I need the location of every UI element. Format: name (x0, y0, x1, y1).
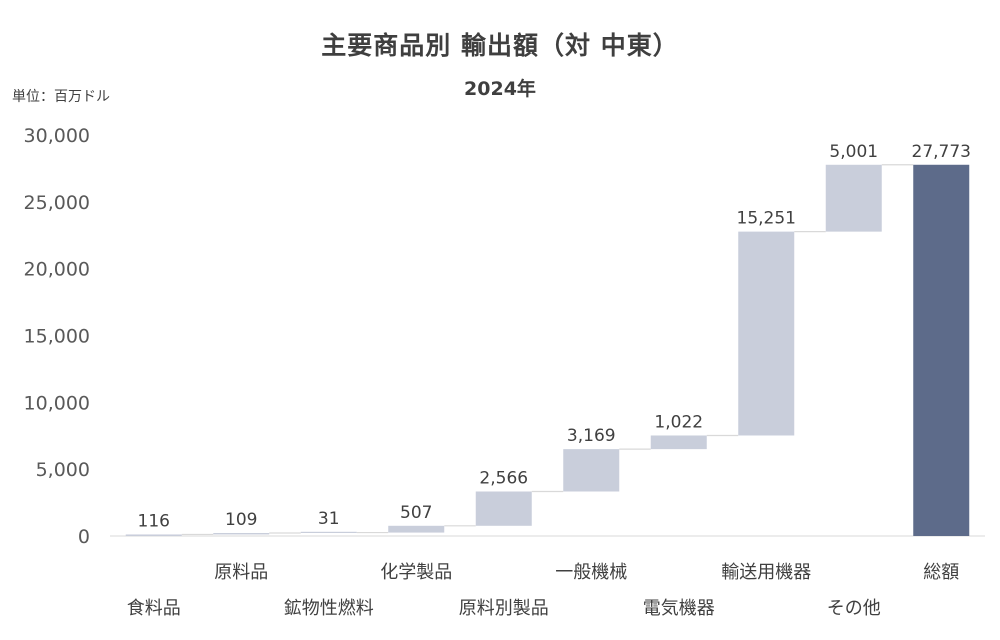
chart-title: 主要商品別 輸出額（対 中東） (321, 31, 679, 60)
y-tick-label: 5,000 (36, 459, 90, 481)
bar-9 (825, 164, 882, 232)
category-label: 電気機器 (643, 598, 715, 619)
y-tick-label: 0 (78, 526, 90, 548)
data-label: 507 (400, 503, 432, 523)
bar-3 (300, 531, 357, 533)
data-label: 15,251 (737, 209, 796, 229)
bar-4 (388, 525, 445, 533)
chart-subtitle: 2024年 (464, 78, 536, 100)
category-label: 化学製品 (380, 562, 452, 583)
category-label: その他 (827, 598, 881, 619)
connector-lines (181, 164, 914, 536)
unit-label: 単位：百万ドル (12, 89, 110, 105)
data-label: 1,022 (654, 412, 703, 432)
bar-1 (125, 534, 182, 536)
category-label: 一般機械 (555, 562, 627, 583)
category-label: 総額 (923, 562, 959, 583)
category-label: 食料品 (127, 598, 181, 619)
y-tick-label: 30,000 (24, 125, 90, 147)
bar-2 (213, 532, 270, 535)
y-axis: 0 5,000 10,000 15,000 20,000 25,000 30,000 (24, 125, 985, 548)
data-labels: 116 109 31 507 2,566 3,169 1,022 15,251 5,001 27,… (138, 142, 971, 532)
data-label: 109 (225, 510, 257, 530)
data-label: 2,566 (479, 469, 528, 489)
category-label: 輸送用機器 (721, 562, 811, 583)
bar-8 (738, 231, 795, 436)
bar-6 (563, 449, 620, 492)
bar-5 (475, 491, 532, 526)
y-tick-label: 15,000 (24, 326, 90, 348)
category-label: 原料品 (214, 562, 268, 583)
data-label: 31 (318, 509, 340, 529)
y-tick-label: 25,000 (24, 192, 90, 214)
bar-10 (913, 164, 970, 536)
data-label: 27,773 (912, 142, 971, 162)
category-label: 鉱物性燃料 (284, 598, 374, 619)
bar-7 (650, 435, 707, 450)
category-label: 原料別製品 (459, 598, 549, 619)
y-tick-label: 20,000 (24, 259, 90, 281)
data-label: 3,169 (567, 426, 616, 446)
y-tick-label: 10,000 (24, 392, 90, 414)
data-label: 5,001 (829, 142, 878, 162)
data-label: 116 (138, 511, 170, 531)
bars (125, 164, 970, 536)
